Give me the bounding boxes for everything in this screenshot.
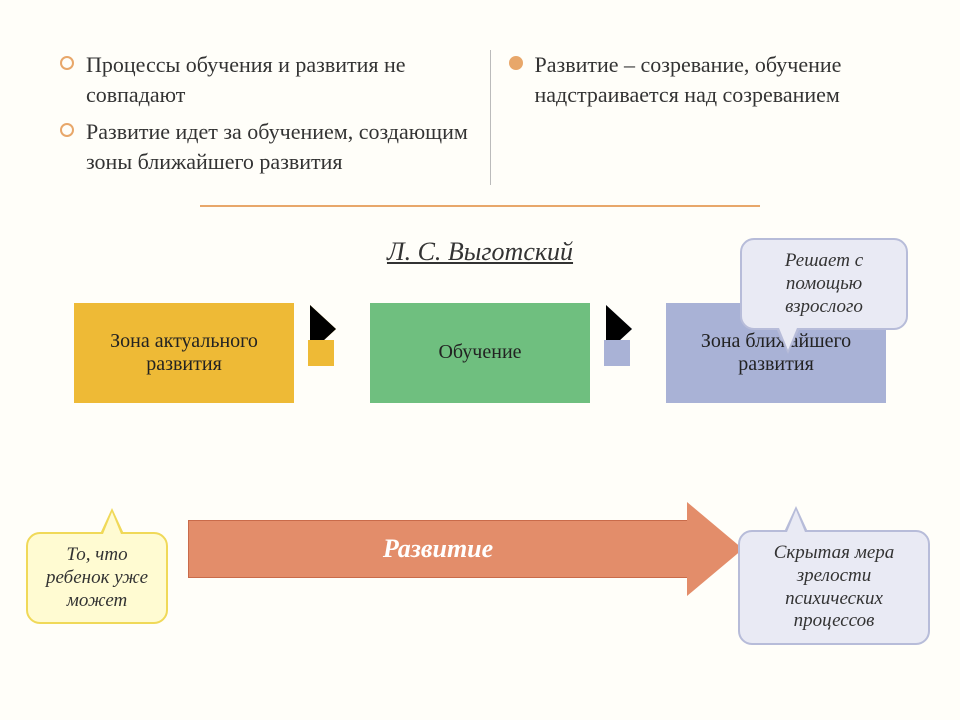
callout-text: То, что ребенок уже может bbox=[46, 544, 148, 611]
bullet-item: Развитие – созревание, обучение надстраи… bbox=[509, 50, 921, 109]
callout-child-can: То, что ребенок уже может bbox=[26, 532, 168, 624]
arrow-icon bbox=[604, 329, 652, 377]
callout-solves-with-adult: Решает с помощью взрослого bbox=[740, 238, 908, 330]
bullet-item: Процессы обучения и развития не совпадаю… bbox=[60, 50, 472, 109]
right-column: Развитие – созревание, обучение надстраи… bbox=[509, 50, 921, 185]
callout-text: Скрытая мера зрелости психических процес… bbox=[774, 542, 895, 631]
horizontal-rule bbox=[200, 205, 760, 207]
callout-tail-icon bbox=[100, 508, 124, 534]
callout-tail-icon bbox=[784, 506, 808, 532]
column-divider bbox=[490, 50, 491, 185]
development-arrow-label: Развитие bbox=[188, 520, 688, 578]
bullet-text: Процессы обучения и развития не совпадаю… bbox=[86, 50, 472, 109]
arrow-shaft bbox=[604, 340, 630, 366]
ring-icon bbox=[60, 56, 74, 70]
box-learning: Обучение bbox=[370, 303, 590, 403]
bullet-item: Развитие идет за обучением, создающим зо… bbox=[60, 117, 472, 176]
left-column: Процессы обучения и развития не совпадаю… bbox=[60, 50, 472, 185]
callout-text: Решает с помощью взрослого bbox=[785, 250, 863, 317]
ring-icon bbox=[60, 123, 74, 137]
top-columns: Процессы обучения и развития не совпадаю… bbox=[0, 0, 960, 185]
ring-icon bbox=[509, 56, 523, 70]
arrow-shaft bbox=[308, 340, 334, 366]
callout-hidden-maturity: Скрытая мера зрелости психических процес… bbox=[738, 530, 930, 645]
box-zone-actual: Зона актуального развития bbox=[74, 303, 294, 403]
arrow-icon bbox=[308, 329, 356, 377]
bullet-text: Развитие идет за обучением, создающим зо… bbox=[86, 117, 472, 176]
bullet-text: Развитие – созревание, обучение надстраи… bbox=[535, 50, 921, 109]
development-arrow: Развитие bbox=[188, 520, 748, 578]
callout-tail-icon bbox=[776, 328, 800, 354]
arrow-head-icon bbox=[687, 502, 743, 596]
